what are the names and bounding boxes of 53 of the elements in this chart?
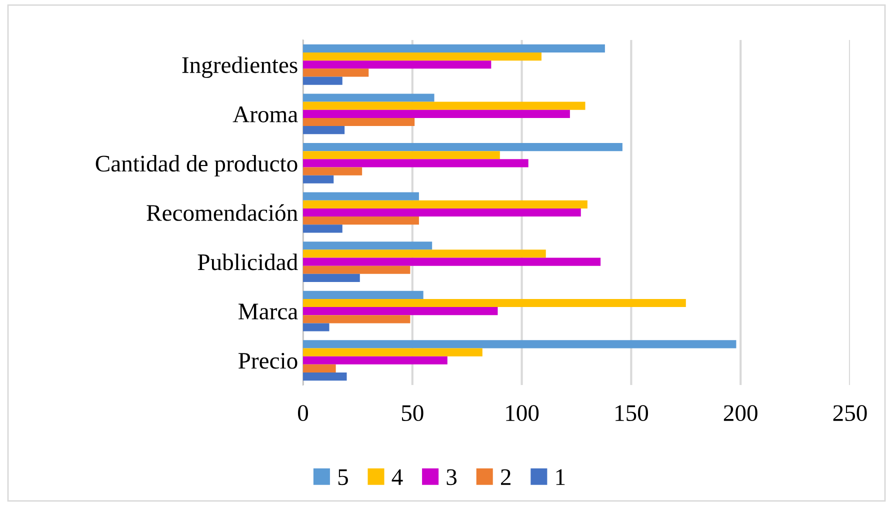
legend-label: 5: [338, 469, 348, 486]
bar: [303, 216, 419, 225]
x-tick-label: 200: [724, 405, 758, 422]
legend-label: 1: [556, 469, 565, 485]
x-tick-label: 50: [402, 405, 424, 422]
legend-label: 3: [446, 469, 457, 486]
bar: [303, 348, 482, 356]
bar: [303, 356, 448, 364]
y-tick-label: Recomendación: [146, 204, 298, 221]
bar: [303, 242, 432, 250]
y-tick-label: Marca: [238, 304, 298, 320]
bar: [303, 274, 360, 282]
bar: [303, 52, 542, 61]
bar: [303, 118, 415, 126]
x-tick-label: 250: [833, 405, 867, 422]
bar: [303, 250, 546, 258]
bar: [303, 200, 588, 208]
bar: [303, 60, 492, 69]
bar: [303, 298, 686, 308]
bar: [303, 290, 424, 299]
bar: [303, 175, 334, 184]
bar: [303, 307, 498, 316]
y-tick-label: Publicidad: [198, 254, 298, 270]
bar: [303, 192, 419, 200]
bar: [303, 102, 586, 110]
y-tick-label: Aroma: [232, 106, 298, 122]
y-tick-label: Ingredientes: [182, 56, 298, 78]
bar: [303, 151, 500, 160]
x-tick-label: 0: [298, 405, 308, 422]
bar: [303, 126, 345, 134]
bar: [303, 44, 605, 53]
bar: [303, 94, 434, 102]
legend-label: 4: [392, 469, 403, 485]
bar: [303, 76, 342, 85]
bar: [303, 224, 342, 233]
bar: [303, 340, 736, 348]
bar: [303, 167, 362, 176]
bar: [303, 372, 347, 381]
y-tick-label: Precio: [238, 352, 298, 369]
bar: [303, 315, 410, 324]
bar: [303, 68, 369, 77]
bar: [303, 258, 601, 266]
legend-label: 2: [500, 469, 510, 485]
bar: [303, 143, 622, 152]
bar: [303, 364, 336, 372]
bar: [303, 208, 581, 217]
bar: [303, 110, 570, 118]
y-tick-label: Cantidad de producto: [96, 155, 298, 176]
x-tick-label: 150: [616, 405, 648, 422]
bar: [303, 266, 410, 274]
bar: [303, 323, 330, 332]
bar: [303, 159, 528, 168]
x-tick-label: 100: [506, 405, 539, 422]
